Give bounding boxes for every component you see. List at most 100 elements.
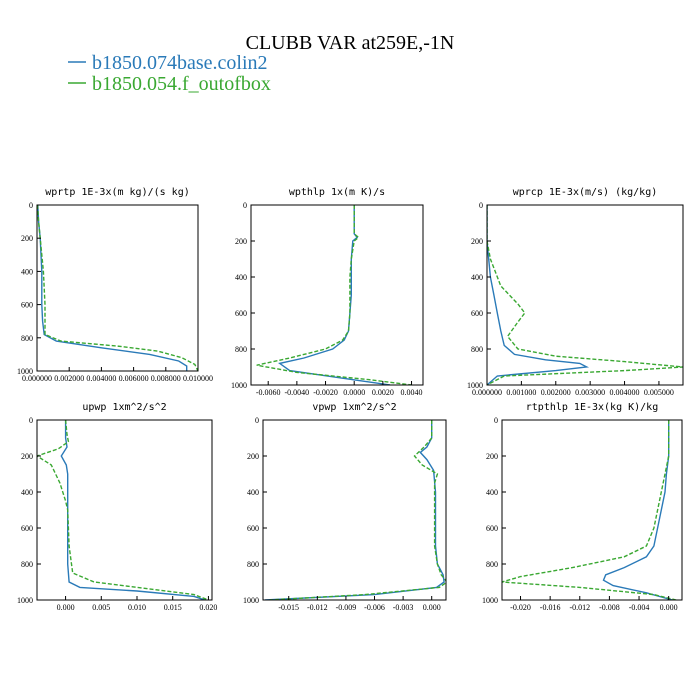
panel-3-xtick-label-2: 0.010	[128, 603, 146, 612]
panel-0-xtick-label-1: 0.002000	[54, 374, 84, 383]
panel-0-ytick-label-2: 400	[21, 267, 33, 276]
legend-label-1: b1850.054.f_outofbox	[92, 73, 271, 95]
panel-5-ytick-label-3: 600	[486, 524, 498, 533]
panel-4-xtick-label-1: -0.012	[307, 603, 328, 612]
panel-2-series-0	[487, 205, 590, 385]
panel-2-xtick-label-3: 0.003000	[575, 388, 605, 397]
panel-0-ytick-label-3: 600	[21, 301, 33, 310]
panel-0-xtick-label-2: 0.004000	[86, 374, 116, 383]
panel-5-xtick-label-5: 0.000	[660, 603, 678, 612]
panel-title-3: upwp 1xm^2/s^2	[82, 402, 166, 413]
panel-4-ytick-label-3: 600	[247, 524, 259, 533]
panel-frame-0	[36, 204, 199, 372]
legend: b1850.074base.colin2 b1850.054.f_outofbo…	[68, 52, 271, 95]
panel-3-ytick-label-3: 600	[21, 524, 33, 533]
panel-4-ytick-label-2: 400	[247, 488, 259, 497]
panel-4-ytick-label-0: 0	[255, 416, 259, 425]
panel-5-ytick-label-0: 0	[494, 416, 498, 425]
panel-title-2: wprcp 1E-3x(m/s) (kg/kg)	[513, 187, 658, 198]
panel-1-ytick-label-2: 400	[235, 273, 247, 282]
panel-5-ytick-label-5: 1000	[482, 596, 498, 605]
panel-title-5: rtpthlp 1E-3x(kg K)/kg	[526, 402, 658, 413]
panel-2-xtick-label-0: 0.000000	[472, 388, 502, 397]
panel-3-xtick-label-1: 0.005	[92, 603, 110, 612]
panel-1-ytick-label-3: 600	[235, 309, 247, 318]
panel-3-series-0	[60, 420, 206, 600]
panel-3-ytick-label-0: 0	[29, 416, 33, 425]
panel-0-ytick-label-5: 1000	[17, 367, 33, 376]
panel-5-ytick-label-2: 400	[486, 488, 498, 497]
panel-frame-4	[262, 419, 447, 601]
panel-0-ytick-label-0: 0	[29, 201, 33, 210]
legend-label-0: b1850.074base.colin2	[92, 52, 268, 74]
panel-1-xtick-label-5: 0.0040	[401, 388, 423, 397]
panel-1-ytick-label-0: 0	[243, 201, 247, 210]
panel-0-xtick-label-4: 0.008000	[151, 374, 181, 383]
panel-2-ytick-label-2: 400	[471, 273, 483, 282]
panel-4-ytick-label-5: 1000	[243, 596, 259, 605]
panel-0-xtick-label-3: 0.006000	[119, 374, 149, 383]
panel-2-ytick-label-1: 200	[471, 237, 483, 246]
panel-5-xtick-label-1: -0.016	[540, 603, 561, 612]
panel-4-ytick-label-1: 200	[247, 452, 259, 461]
panel-1-series-0	[278, 205, 391, 385]
panel-5-ytick-label-1: 200	[486, 452, 498, 461]
panel-1-ytick-label-5: 1000	[231, 381, 247, 390]
panel-0-xtick-label-5: 0.010000	[183, 374, 213, 383]
panel-title-0: wprtp 1E-3x(m kg)/(s kg)	[45, 187, 190, 198]
panel-1-ytick-label-1: 200	[235, 237, 247, 246]
panel-2-series-1	[487, 205, 683, 385]
panel-2-ytick-label-3: 600	[471, 309, 483, 318]
panel-4-ytick-label-4: 800	[247, 560, 259, 569]
panel-1-series-1	[256, 205, 412, 385]
panel-4-series-1	[269, 420, 446, 600]
figure-title: CLUBB VAR at259E,-1N	[246, 32, 455, 54]
panel-5-ytick-label-4: 800	[486, 560, 498, 569]
panel-3: upwp 1xm^2/s^2 0 200 400 600 800 1000 0.000 0.00…	[17, 402, 217, 612]
panel-title-4: vpwp 1xm^2/s^2	[312, 402, 396, 413]
panel-3-series-1	[37, 420, 209, 600]
panel-3-ytick-label-4: 800	[21, 560, 33, 569]
panel-2: wprcp 1E-3x(m/s) (kg/kg) 0 200 400 600 800 100…	[467, 187, 684, 397]
panel-5-xtick-label-0: -0.020	[510, 603, 531, 612]
panel-4-series-0	[264, 420, 445, 600]
panel-4-xtick-label-4: -0.003	[393, 603, 414, 612]
panel-0-ytick-label-4: 800	[21, 334, 33, 343]
panel-4-xtick-label-5: 0.000	[423, 603, 441, 612]
panel-0-xtick-label-0: 0.000000	[22, 374, 52, 383]
panel-3-xtick-label-0: 0.000	[57, 603, 75, 612]
panel-0-series-1	[37, 205, 198, 371]
panel-3-ytick-label-5: 1000	[17, 596, 33, 605]
panel-1-xtick-label-1: -0.0040	[285, 388, 310, 397]
panel-2-xtick-label-1: 0.001000	[506, 388, 536, 397]
panel-3-ytick-label-2: 400	[21, 488, 33, 497]
panel-4-xtick-label-0: -0.015	[278, 603, 299, 612]
panel-3-xtick-label-4: 0.020	[199, 603, 217, 612]
panel-frame-1	[250, 204, 424, 386]
panel-3-ytick-label-1: 200	[21, 452, 33, 461]
panel-1-xtick-label-3: 0.0000	[343, 388, 365, 397]
panel-frame-2	[486, 204, 684, 386]
panel-2-ytick-label-5: 1000	[467, 381, 483, 390]
panel-1-xtick-label-0: -0.0060	[256, 388, 281, 397]
panel-2-xtick-label-4: 0.004000	[610, 388, 640, 397]
panel-frame-5	[501, 419, 683, 601]
panel-1-xtick-label-2: -0.0020	[313, 388, 338, 397]
panel-title-1: wpthlp 1x(m K)/s	[289, 187, 385, 198]
panels: wprtp 1E-3x(m kg)/(s kg) 0 200 400 600 800 100…	[17, 187, 684, 612]
panel-0-ytick-label-1: 200	[21, 234, 33, 243]
panel-5: rtpthlp 1E-3x(kg K)/kg 0 200 400 600 800 1000 -…	[482, 402, 683, 612]
panel-5-xtick-label-4: -0.004	[629, 603, 650, 612]
panel-3-xtick-label-3: 0.015	[164, 603, 182, 612]
panel-2-xtick-label-5: 0.005000	[644, 388, 674, 397]
panel-5-xtick-label-2: -0.012	[569, 603, 590, 612]
panel-1-ytick-label-4: 800	[235, 345, 247, 354]
panel-4: vpwp 1xm^2/s^2 0 200 400 600 800 1000 -0.015 -0.…	[243, 402, 447, 612]
panel-2-ytick-label-0: 0	[479, 201, 483, 210]
panel-2-xtick-label-2: 0.002000	[541, 388, 571, 397]
panel-4-xtick-label-2: -0.009	[336, 603, 357, 612]
panel-frame-3	[36, 419, 213, 601]
panel-4-xtick-label-3: -0.006	[364, 603, 385, 612]
panel-5-xtick-label-3: -0.008	[599, 603, 620, 612]
